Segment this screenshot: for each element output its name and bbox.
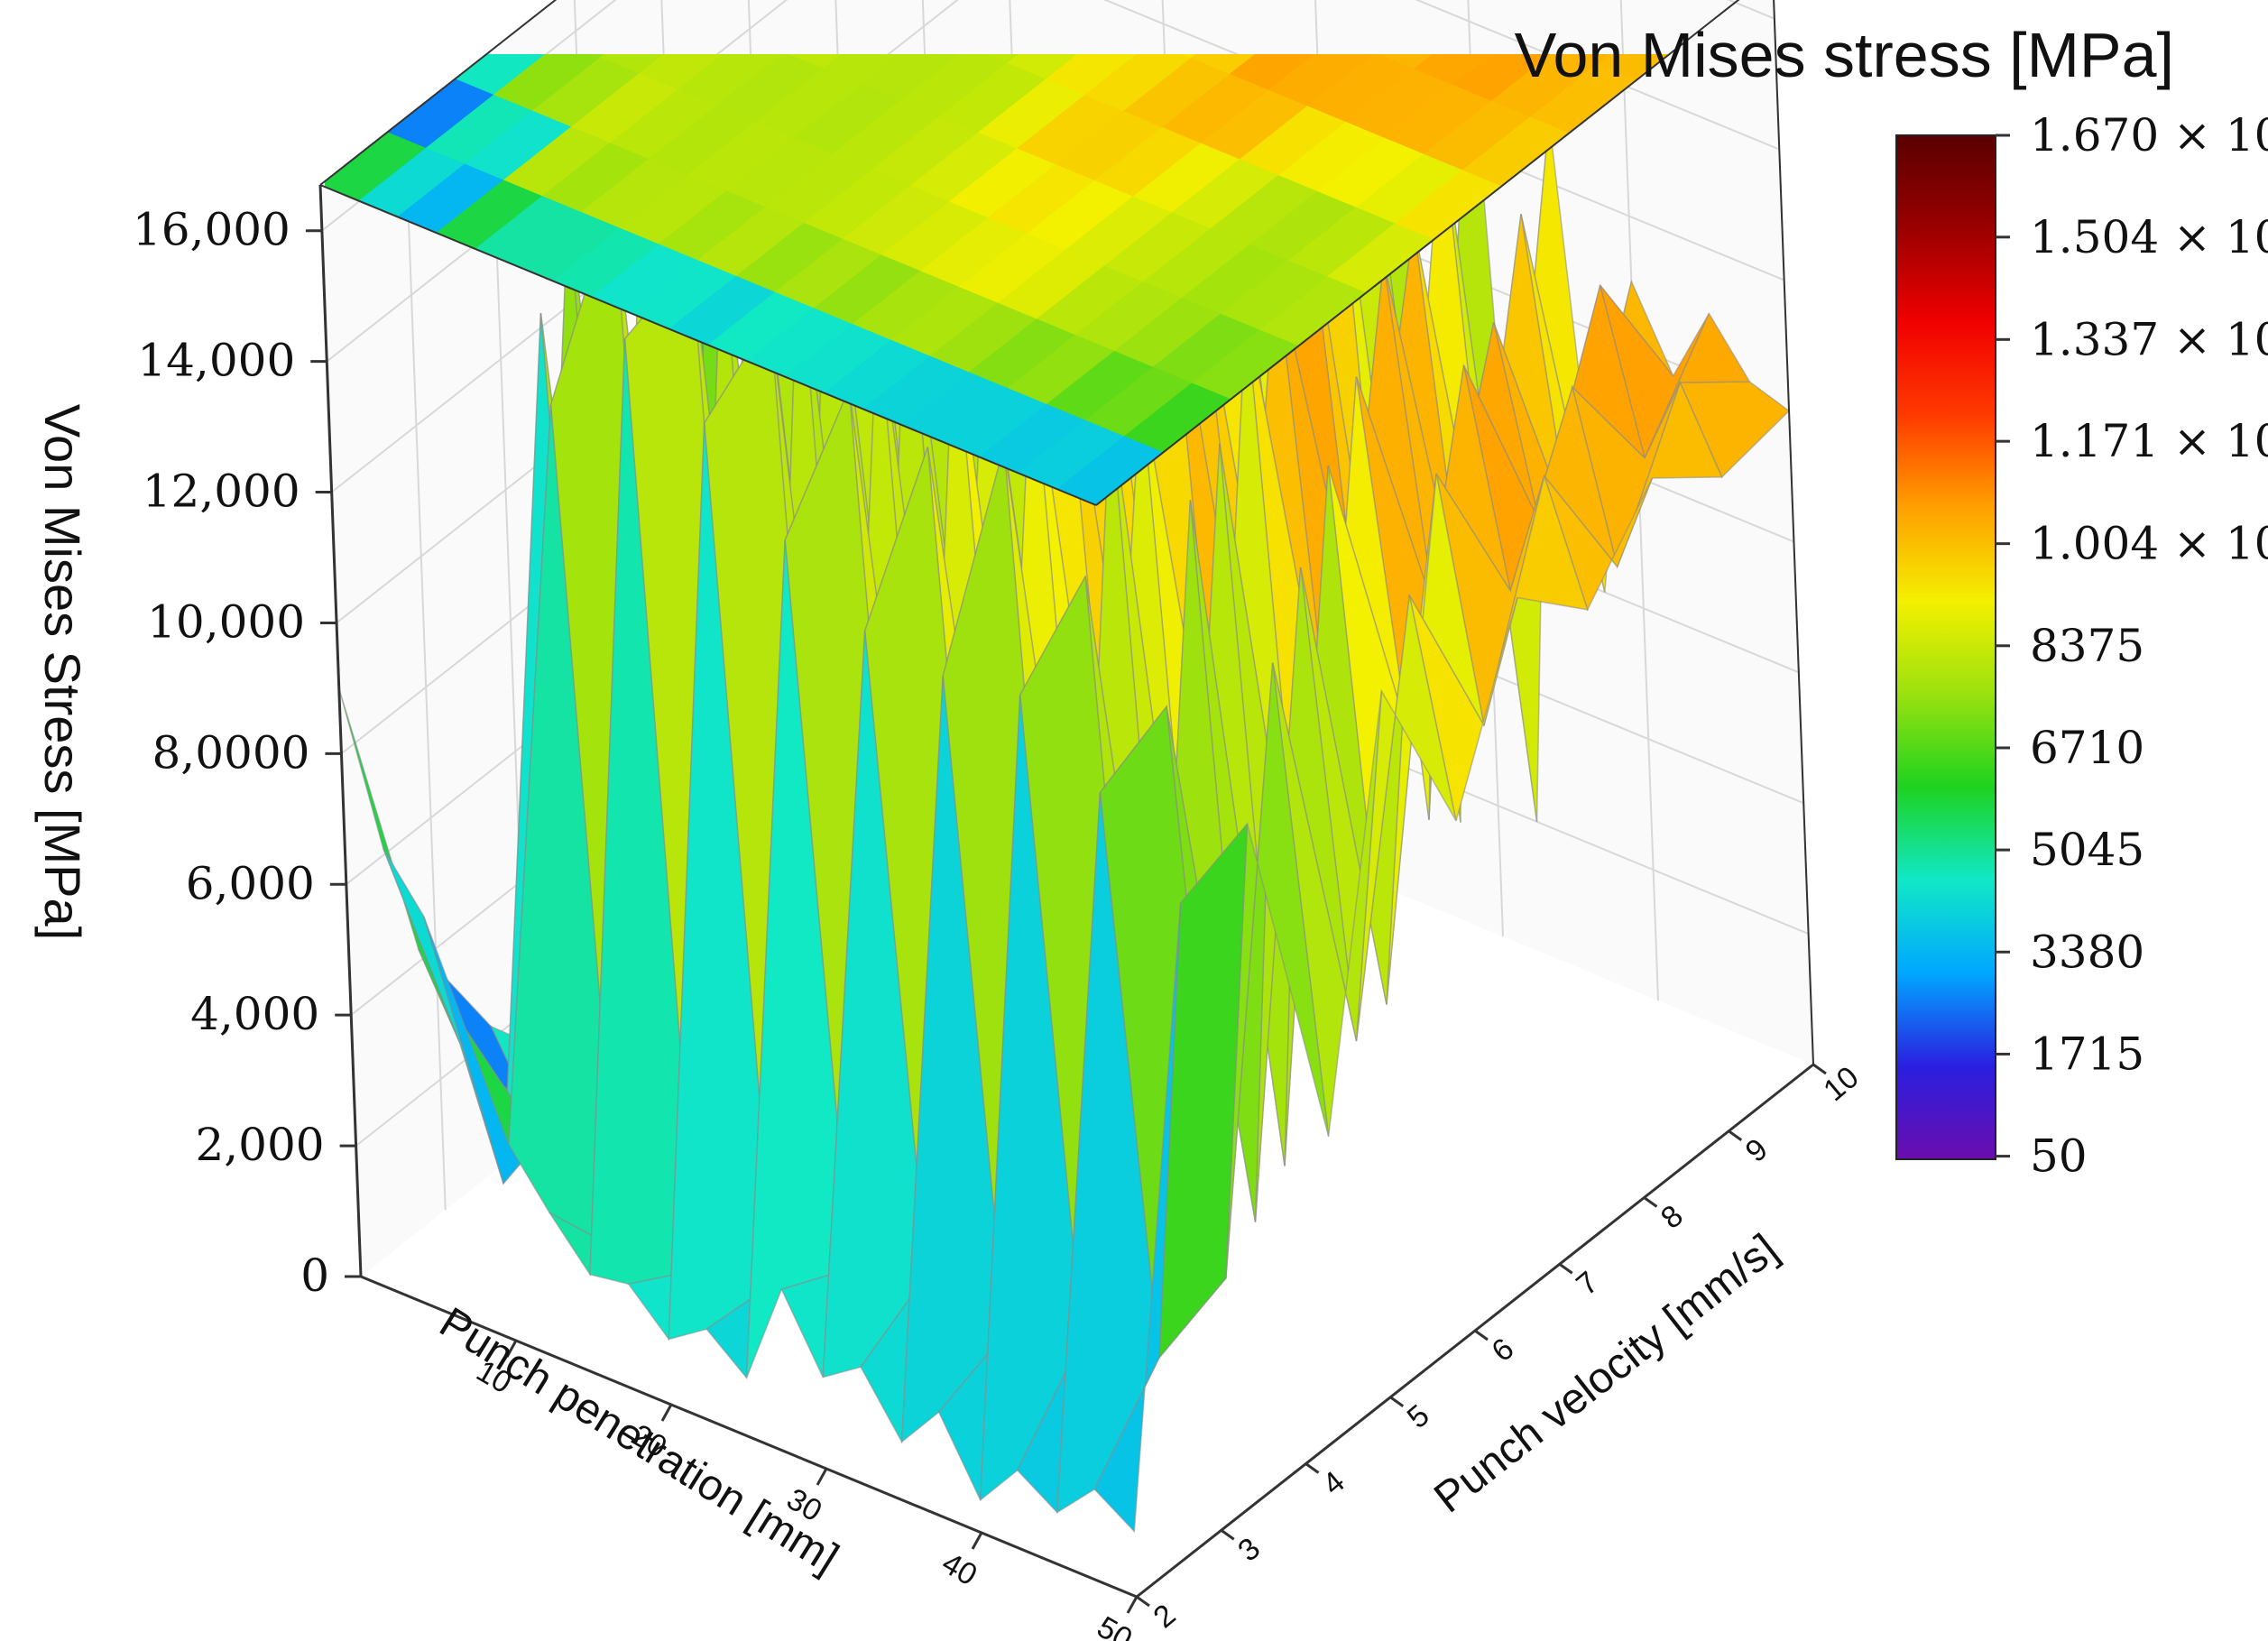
top-projection-patch	[1181, 54, 1197, 59]
y-tick-label: 4	[1316, 1464, 1351, 1501]
colorbar-tick-label: 1715	[2030, 1028, 2144, 1080]
top-projection-patch	[1046, 54, 1139, 96]
x-tick	[816, 1468, 828, 1486]
z-axis-title: Von Mises Stress [MPa]	[34, 404, 91, 940]
y-tick	[1305, 1462, 1320, 1474]
colorbar-tick-label: 6710	[2030, 722, 2144, 774]
z-tick-label: 8,0000	[152, 726, 309, 779]
top-projection-patch	[823, 54, 902, 85]
y-tick	[1728, 1129, 1743, 1141]
y-tick	[1643, 1196, 1658, 1208]
colorbar-tick-label: 1.004 × 104	[2030, 513, 2268, 570]
y-axis-title: Punch velocity [mm/s]	[1425, 1225, 1786, 1522]
y-tick	[1812, 1063, 1827, 1075]
y-tick-label: 3	[1231, 1531, 1267, 1568]
top-projection-patch	[600, 54, 665, 74]
top-projection-patch	[1452, 54, 1553, 102]
y-tick-label: 6	[1485, 1332, 1520, 1369]
y-tick-label: 2	[1147, 1598, 1182, 1635]
y-tick-label: 9	[1739, 1132, 1775, 1169]
colorbar-tick-label: 50	[2030, 1130, 2088, 1183]
axis-edge	[1773, 0, 1814, 1065]
top-projection-patch	[1378, 54, 1434, 69]
colorbar-tick-label: 5045	[2030, 824, 2144, 876]
colorbar-ticks: 1.670 × 104 1.504 × 104 1.337 × 104 1.171 ×…	[1996, 105, 2268, 1183]
y-tick	[1474, 1329, 1489, 1341]
z-tick-label: 16,000	[133, 204, 290, 256]
top-projection-patch	[1191, 54, 1257, 75]
top-projection-patch	[639, 54, 724, 90]
y-tick-label: 8	[1655, 1198, 1690, 1235]
axis-edge	[319, 0, 558, 186]
y-tick	[1220, 1529, 1235, 1541]
x-tick	[660, 1404, 673, 1422]
x-axis-title: Punch penetration [mm]	[431, 1298, 846, 1582]
y-tick-label: 5	[1401, 1398, 1436, 1435]
x-tick	[505, 1340, 518, 1358]
x-tick-label: 50	[1092, 1610, 1139, 1641]
top-projection-patch	[788, 54, 843, 69]
axis-ticks: 0 2,000 4,000 6,000 8,0000 10,000 12,000 14,000…	[133, 204, 1866, 1641]
colorbar-tick-label: 1.337 × 104	[2030, 309, 2268, 365]
colorbar	[1895, 134, 1996, 1160]
axis-edge	[1095, 0, 1740, 506]
axis-frame	[318, 0, 1814, 1599]
z-tick-label: 6,000	[186, 857, 315, 909]
top-projection-patch	[1414, 54, 1493, 86]
top-projection-patch	[1574, 54, 1611, 64]
x-tick	[1126, 1596, 1139, 1614]
top-projection-patch	[678, 54, 784, 106]
z-gridline	[331, 0, 1785, 493]
stress-surface	[325, 54, 1791, 1534]
colorbar-tick-label: 3380	[2030, 926, 2144, 978]
z-tick-label: 4,000	[190, 988, 319, 1040]
colorbar-title: Von Mises stress [MPa]	[1515, 20, 2174, 90]
z-tick-label: 14,000	[137, 335, 295, 387]
top-projection-patch	[985, 54, 1020, 64]
y-tick	[1136, 1595, 1150, 1608]
top-projection-patch	[1598, 54, 1671, 80]
x-tick	[971, 1532, 983, 1550]
z-tick-label: 12,000	[143, 466, 300, 518]
z-tick-label: 2,000	[195, 1119, 324, 1171]
top-projection-patch	[1007, 54, 1079, 80]
z-tick-label: 0	[300, 1249, 329, 1302]
z-tick-label: 10,000	[147, 595, 305, 648]
axis-edge	[360, 1275, 1138, 1599]
top-projection-patch	[1268, 54, 1375, 106]
y-tick-label: 10	[1817, 1060, 1865, 1108]
top-projection-patch	[862, 54, 961, 101]
top-projection-patch	[592, 54, 606, 59]
axis-edge	[318, 184, 363, 1277]
top-projection-patch	[1230, 54, 1316, 91]
top-projection-patch	[455, 54, 547, 96]
colorbar-tick-label: 8375	[2030, 620, 2144, 672]
colorbar-tick-label: 1.504 × 104	[2030, 207, 2268, 263]
z-gridline	[321, 0, 1775, 232]
y-tick	[1558, 1263, 1573, 1275]
axis-edge	[319, 184, 1097, 506]
y-gridline	[403, 118, 447, 1211]
x-tick-label: 40	[936, 1546, 983, 1593]
colorbar-tick-label: 1.171 × 104	[2030, 410, 2268, 467]
y-tick-label: 7	[1570, 1265, 1605, 1302]
surface-patch	[1093, 902, 1182, 1534]
y-tick	[1389, 1396, 1405, 1407]
colorbar-tick-label: 1.670 × 104	[2030, 105, 2268, 161]
